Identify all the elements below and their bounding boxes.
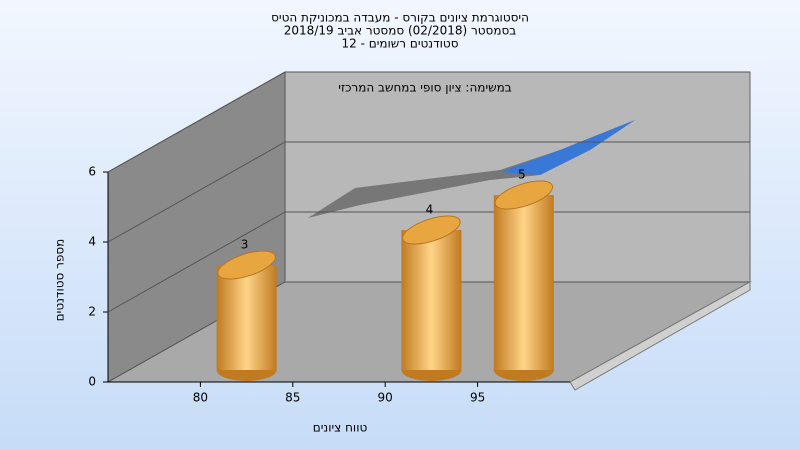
data-label: 3 — [241, 238, 249, 252]
bar-top — [217, 250, 276, 280]
ribbon — [308, 120, 635, 218]
y-axis-label: מספר סטודנטים — [53, 239, 67, 322]
bar — [493, 195, 554, 370]
annotation: במשימה: ציון סופי במחשב המרכזי — [338, 81, 512, 95]
grid-line — [107, 211, 750, 313]
bar-top — [402, 215, 461, 245]
data-label: 5 — [518, 168, 526, 182]
grid-line — [107, 141, 750, 243]
ribbon-blue — [500, 120, 635, 175]
floor-edge — [569, 281, 751, 391]
bar — [401, 230, 462, 370]
y-tick-label: 4 — [88, 235, 96, 249]
y-tick-label: 6 — [88, 165, 96, 179]
x-tick-label: 90 — [378, 391, 393, 405]
bar — [216, 265, 277, 370]
chart-title: היסטוגרמת ציונים בקורס - מעבדה במכוניקת … — [271, 11, 529, 25]
y-tick-label: 0 — [88, 375, 96, 389]
chart-subtitle: בסמסטר (02/2018) סמסטר אביב 2018/19 — [284, 24, 516, 38]
data-label: 4 — [426, 203, 434, 217]
bar-top — [494, 180, 554, 210]
x-tick-label: 85 — [285, 391, 300, 405]
x-tick-label: 80 — [193, 391, 208, 405]
chart-subtitle: סטודנטים רשומים - 12 — [341, 37, 458, 51]
grid-line — [107, 71, 750, 173]
x-tick-label: 95 — [470, 391, 485, 405]
x-axis-label: טווח ציונים — [313, 421, 368, 435]
y-tick-label: 2 — [88, 305, 96, 319]
